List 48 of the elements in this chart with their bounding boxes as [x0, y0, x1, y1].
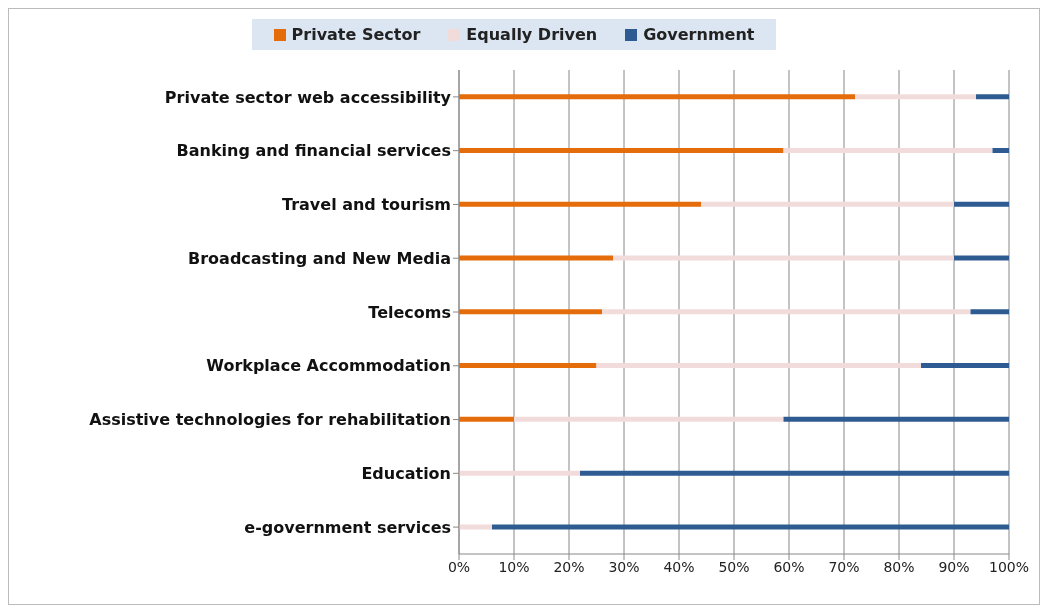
bar	[783, 147, 993, 153]
x-tick-label: 30%	[608, 558, 640, 575]
y-tick-label: Telecoms	[368, 302, 451, 322]
x-tick-label: 20%	[553, 558, 585, 575]
y-tick-label: Workplace Accommodation	[206, 356, 451, 376]
x-tick-label: 100%	[988, 558, 1030, 575]
bar	[492, 524, 1009, 530]
legend-label: Government	[642, 25, 755, 44]
bar	[459, 94, 855, 100]
x-tick-label: 0%	[447, 558, 471, 575]
bar	[783, 416, 1009, 422]
bar	[459, 363, 597, 369]
y-tick-label: Private sector web accessibility	[164, 87, 452, 107]
bar	[992, 147, 1009, 153]
bar	[459, 255, 613, 261]
bar	[596, 363, 921, 369]
bar	[970, 309, 1009, 315]
bar	[580, 470, 1009, 476]
bar	[459, 147, 784, 153]
x-tick-label: 90%	[938, 558, 970, 575]
bar	[954, 255, 1009, 261]
y-tick-label: Assistive technologies for rehabilitation	[89, 410, 451, 430]
x-tick-label: 40%	[663, 558, 695, 575]
bar	[459, 470, 580, 476]
bar	[514, 416, 784, 422]
x-tick-label: 70%	[828, 558, 860, 575]
bar	[459, 201, 701, 207]
bar	[921, 363, 1009, 369]
bar	[459, 524, 492, 530]
x-tick-label: 50%	[718, 558, 750, 575]
x-tick-label: 60%	[773, 558, 805, 575]
bar	[459, 309, 602, 315]
y-tick-label: Banking and financial services	[176, 141, 451, 161]
y-tick-label: e-government services	[244, 517, 451, 537]
y-tick-label: Education	[361, 464, 451, 484]
bar	[954, 201, 1009, 207]
bar	[855, 94, 976, 100]
y-tick-label: Travel and tourism	[282, 195, 451, 215]
legend-label: Equally Driven	[465, 25, 598, 44]
legend-label: Private Sector	[290, 25, 421, 44]
bar	[701, 201, 954, 207]
y-tick-label: Broadcasting and New Media	[188, 248, 451, 268]
bar	[976, 94, 1009, 100]
x-tick-label: 10%	[498, 558, 530, 575]
x-tick-label: 80%	[883, 558, 915, 575]
bar	[602, 309, 971, 315]
bar	[613, 255, 954, 261]
bar	[459, 416, 514, 422]
